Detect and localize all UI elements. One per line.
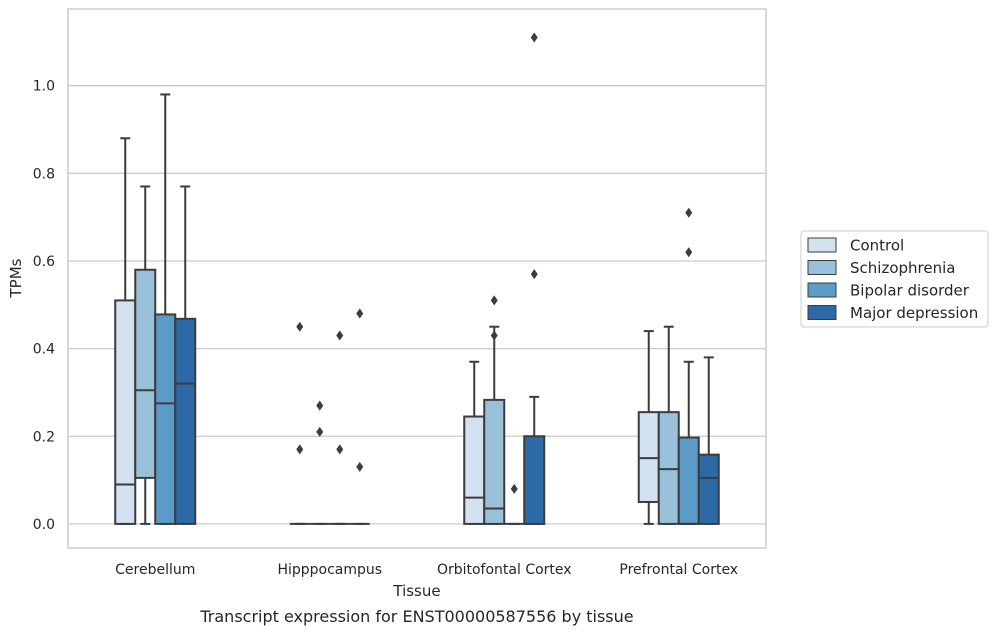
outlier-point: [530, 269, 538, 280]
box-iqr: [154, 313, 177, 525]
legend-swatch: [807, 260, 837, 275]
box-group: [697, 356, 720, 525]
outlier-point: [530, 32, 538, 43]
box-group: [349, 308, 370, 525]
y-axis-ticks: 0.0 0.2 0.4 0.6 0.8 1.0: [33, 79, 55, 533]
legend-swatch: [807, 305, 837, 320]
outlier-point: [296, 321, 304, 332]
box-group: [657, 325, 680, 525]
box-group: [463, 360, 486, 525]
box-iqr: [174, 317, 197, 525]
y-tick-label: 0.4: [33, 342, 55, 358]
legend-label: Schizophrenia: [850, 259, 955, 277]
box-group: [174, 185, 197, 525]
box-iqr: [483, 398, 506, 525]
box-group: [483, 295, 506, 525]
outlier-point: [490, 330, 498, 341]
y-tick-label: 0.8: [33, 166, 55, 182]
box-iqr: [677, 436, 700, 525]
x-tick-label: Hipppocampus: [277, 562, 382, 578]
box-iqr: [134, 268, 157, 479]
outlier-point: [336, 444, 344, 455]
outlier-point: [356, 461, 364, 472]
x-axis-ticks: Cerebellum Hipppocampus Orbitofontal Corte…: [115, 562, 738, 578]
box-group: [504, 483, 525, 525]
box-iqr: [523, 435, 546, 525]
box-group: [523, 32, 546, 525]
legend-label: Control: [850, 237, 904, 255]
legend-label: Major depression: [850, 304, 978, 322]
outlier-point: [510, 483, 518, 494]
plot-frame: [67, 8, 767, 549]
legend-label: Bipolar disorder: [850, 282, 970, 300]
y-tick-label: 0.2: [33, 429, 55, 445]
box-iqr: [637, 411, 660, 503]
box-iqr: [463, 415, 486, 525]
x-axis-title: Tissue: [392, 582, 440, 600]
x-tick-label: Prefrontal Cortex: [619, 562, 738, 578]
box-group: [289, 321, 310, 525]
x-tick-label: Cerebellum: [115, 562, 195, 578]
y-tick-label: 0.0: [33, 517, 55, 533]
outlier-point: [336, 330, 344, 341]
x-tick-label: Orbitofontal Cortex: [437, 562, 572, 578]
chart-caption: Transcript expression for ENST0000058755…: [199, 607, 633, 626]
outlier-point: [490, 295, 498, 306]
outlier-point: [356, 308, 364, 319]
outlier-point: [685, 247, 693, 258]
box-iqr: [697, 453, 720, 525]
legend: Control Schizophrenia Bipolar disorder Majo…: [800, 230, 989, 328]
outlier-point: [316, 426, 324, 437]
y-tick-label: 1.0: [33, 79, 55, 95]
outlier-point: [316, 400, 324, 411]
box-iqr: [114, 299, 137, 525]
legend-frame: [800, 230, 989, 328]
y-tick-label: 0.6: [33, 254, 55, 270]
legend-swatch: [807, 237, 837, 253]
box-group: [329, 330, 350, 525]
box-group: [134, 185, 157, 525]
legend-swatch: [807, 282, 837, 298]
box-group: [309, 400, 330, 525]
outlier-point: [296, 444, 304, 455]
y-axis-title: TPMs: [7, 258, 25, 298]
outlier-point: [685, 207, 693, 218]
box-iqr: [657, 411, 680, 525]
boxes: [114, 32, 720, 525]
